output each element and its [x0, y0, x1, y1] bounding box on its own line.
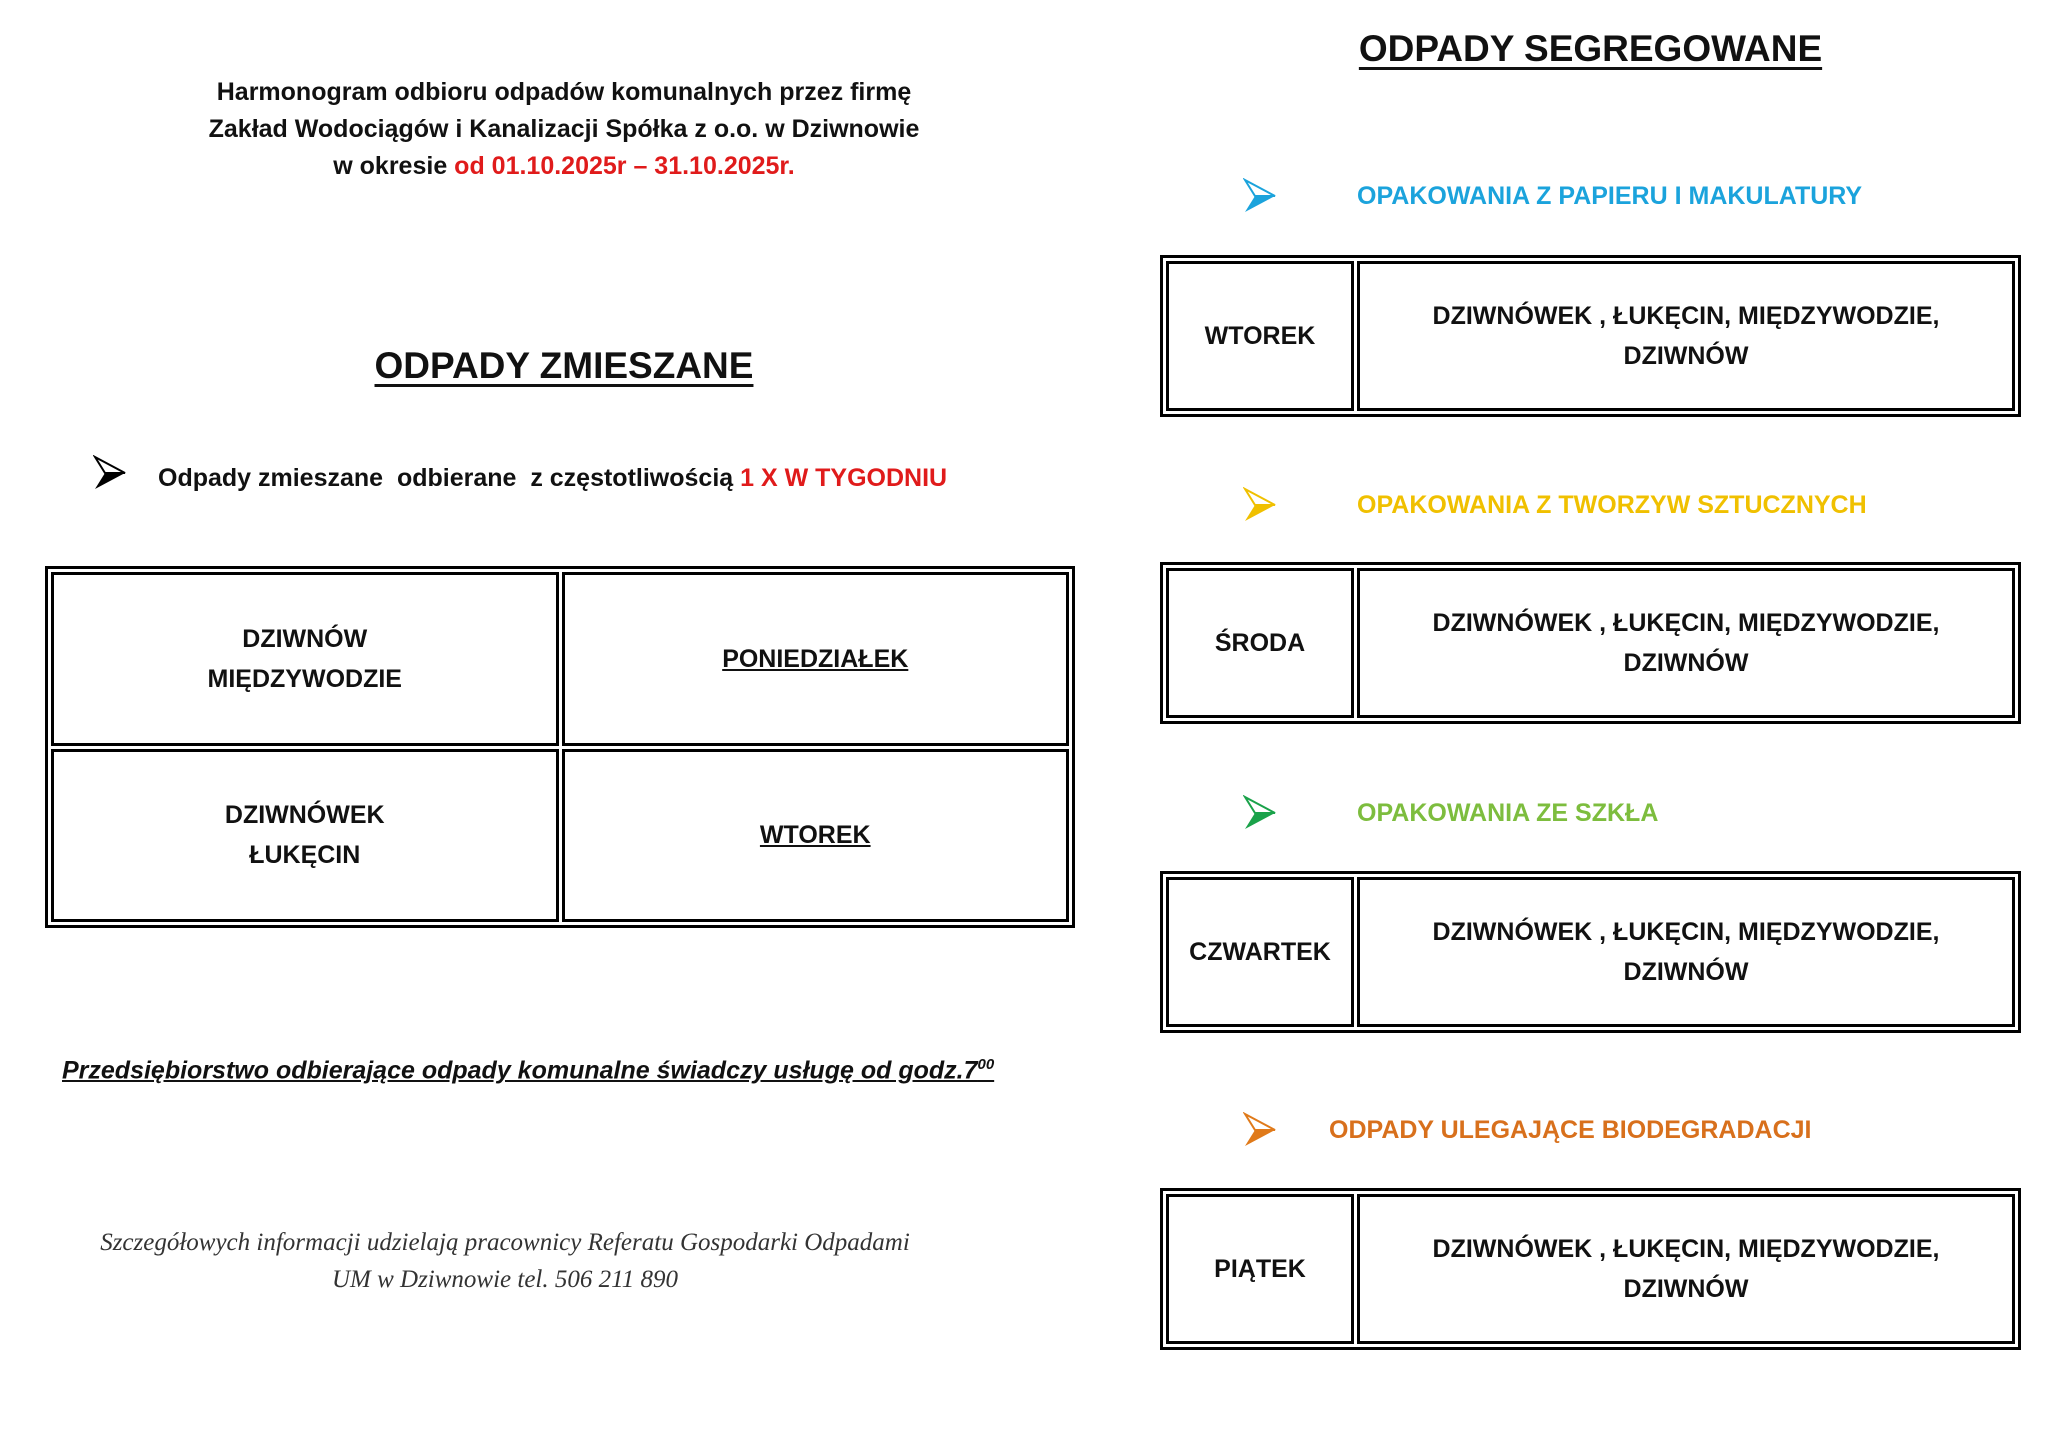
service-hours-note: Przedsiębiorstwo odbierające odpady komu…	[62, 1056, 995, 1085]
segregated-schedule-table: ŚRODA DZIWNÓWEK , ŁUKĘCIN, MIĘDZYWODZIE,…	[1160, 562, 2021, 724]
places-cell: DZIWNÓWEK , ŁUKĘCIN, MIĘDZYWODZIE, DZIWNÓ…	[1357, 1194, 2015, 1344]
arrow-bullet-icon	[1243, 1112, 1276, 1146]
day-cell: WTOREK	[1166, 261, 1354, 411]
section-label: OPAKOWANIA Z TWORZYW SZTUCZNYCH	[1357, 491, 1867, 519]
table-row: CZWARTEK DZIWNÓWEK , ŁUKĘCIN, MIĘDZYWODZ…	[1166, 877, 2015, 1027]
mixed-title: ODPADY ZMIESZANE	[374, 345, 754, 386]
frequency-value: 1 X W TYGODNIU	[740, 464, 948, 492]
frequency-text: Odpady zmieszane odbierane z częstotliwo…	[158, 464, 948, 492]
section-label: ODPADY ULEGAJĄCE BIODEGRADACJI	[1329, 1116, 1812, 1144]
header-line-1: Harmonogram odbioru odpadów komunalnych …	[216, 78, 912, 106]
mixed-schedule-table: DZIWNÓW MIĘDZYWODZIE PONIEDZIAŁEK DZIWNÓWE…	[45, 566, 1075, 928]
arrow-bullet-icon	[93, 455, 126, 489]
day-cell: CZWARTEK	[1166, 877, 1354, 1027]
places-cell: DZIWNÓWEK , ŁUKĘCIN, MIĘDZYWODZIE, DZIWNÓ…	[1357, 261, 2015, 411]
segregated-schedule-table: PIĄTEK DZIWNÓWEK , ŁUKĘCIN, MIĘDZYWODZIE…	[1160, 1188, 2021, 1350]
places-cell: DZIWNÓWEK , ŁUKĘCIN, MIĘDZYWODZIE, DZIWNÓ…	[1357, 568, 2015, 718]
table-row: DZIWNÓWEK ŁUKĘCIN WTOREK	[51, 748, 1069, 922]
day-cell: WTOREK	[561, 748, 1069, 922]
table-row: ŚRODA DZIWNÓWEK , ŁUKĘCIN, MIĘDZYWODZIE,…	[1166, 568, 2015, 718]
arrow-bullet-icon	[1243, 487, 1276, 521]
day-cell: PIĄTEK	[1166, 1194, 1354, 1344]
header-line-3: w okresie od 01.10.2025r – 31.10.2025r.	[333, 152, 795, 180]
table-row: PIĄTEK DZIWNÓWEK , ŁUKĘCIN, MIĘDZYWODZIE…	[1166, 1194, 2015, 1344]
segregated-schedule-table: CZWARTEK DZIWNÓWEK , ŁUKĘCIN, MIĘDZYWODZ…	[1160, 871, 2021, 1033]
day-cell: ŚRODA	[1166, 568, 1354, 718]
section-label: OPAKOWANIA Z PAPIERU I MAKULATURY	[1357, 182, 1863, 210]
period: od 01.10.2025r – 31.10.2025r.	[454, 152, 795, 180]
places-cell: DZIWNÓWEK , ŁUKĘCIN, MIĘDZYWODZIE, DZIWNÓ…	[1357, 877, 2015, 1027]
schedule-header: Harmonogram odbioru odpadów komunalnych …	[64, 74, 1064, 185]
segregated-title: ODPADY SEGREGOWANE	[1358, 28, 1823, 69]
header-line-2: Zakład Wodociągów i Kanalizacji Spółka z…	[208, 115, 920, 143]
segregated-schedule-table: WTOREK DZIWNÓWEK , ŁUKĘCIN, MIĘDZYWODZIE…	[1160, 255, 2021, 417]
section-label: OPAKOWANIA ZE SZKŁA	[1357, 799, 1659, 827]
arrow-bullet-icon	[1243, 795, 1276, 829]
table-row: WTOREK DZIWNÓWEK , ŁUKĘCIN, MIĘDZYWODZIE…	[1166, 261, 2015, 411]
places-cell: DZIWNÓW MIĘDZYWODZIE	[51, 572, 559, 746]
table-row: DZIWNÓW MIĘDZYWODZIE PONIEDZIAŁEK	[51, 572, 1069, 746]
places-cell: DZIWNÓWEK ŁUKĘCIN	[51, 748, 559, 922]
day-cell: PONIEDZIAŁEK	[561, 572, 1069, 746]
contact-info: Szczegółowych informacji udzielają praco…	[100, 1229, 910, 1293]
arrow-bullet-icon	[1243, 178, 1276, 212]
